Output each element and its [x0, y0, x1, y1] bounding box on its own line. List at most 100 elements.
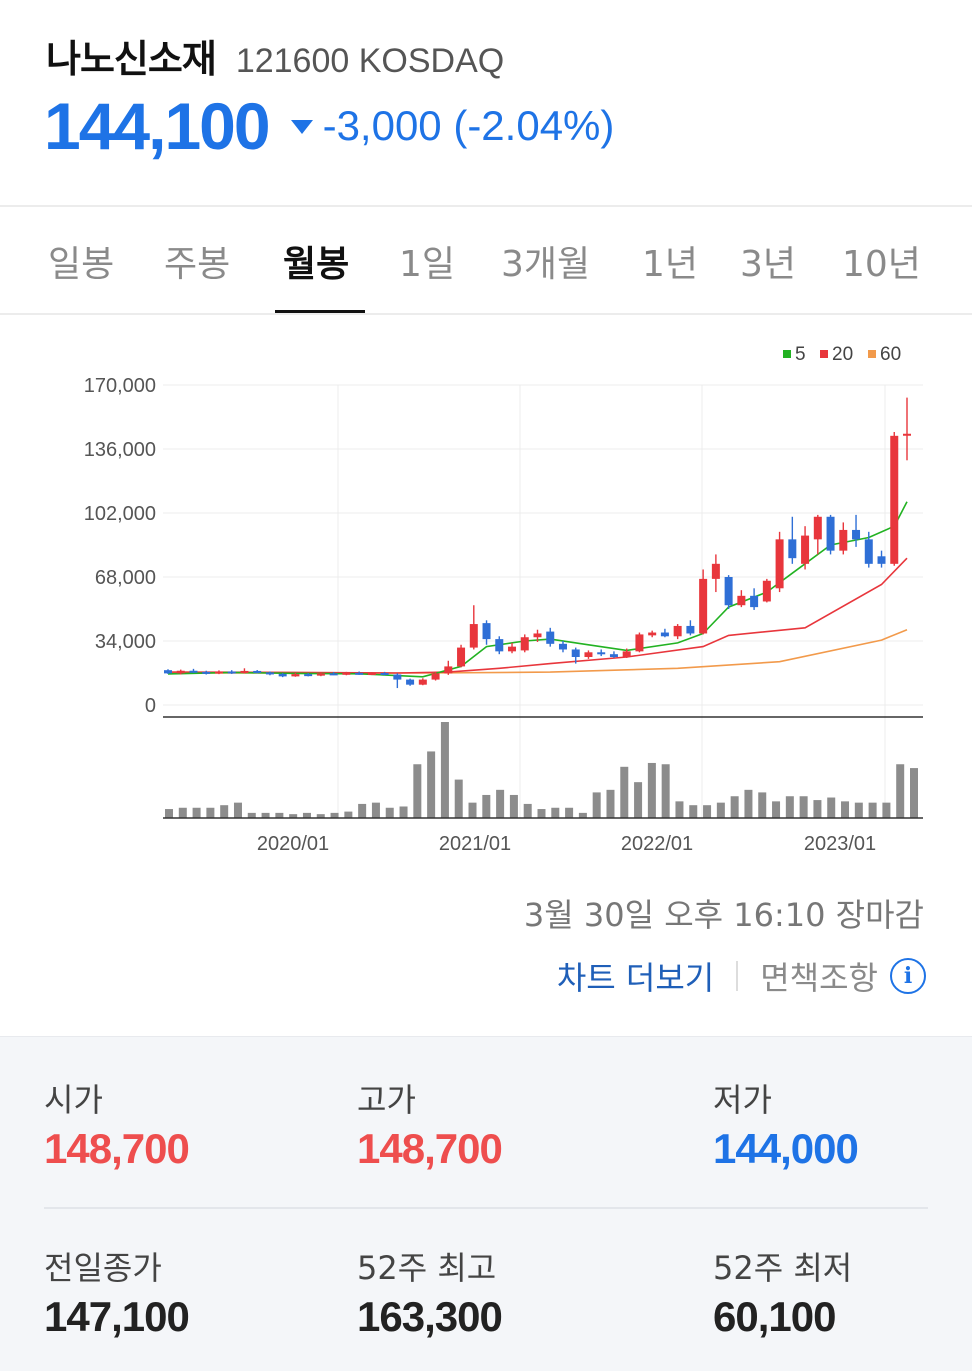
volume-bar — [675, 801, 684, 818]
volume-bar — [220, 805, 229, 818]
volume-bar — [910, 768, 918, 818]
market-close-status: 3월 30일 오후 16:10 장마감 — [523, 896, 924, 934]
volume-bar — [496, 789, 505, 818]
stats-divider — [44, 1207, 928, 1209]
stat-value: 148,700 — [357, 1125, 503, 1172]
volume-bar — [468, 802, 477, 818]
candle-body — [316, 673, 325, 676]
volume-bar — [578, 812, 587, 818]
candle-body — [597, 652, 606, 655]
stat-52w-high: 52주 최고 163,300 — [357, 1243, 503, 1341]
volume-bar — [868, 802, 877, 818]
volume-bar — [358, 803, 367, 818]
candle-body — [724, 577, 733, 606]
candle-body — [444, 666, 453, 674]
candle-body — [546, 631, 555, 644]
tab-10years[interactable]: 10년 — [842, 244, 921, 285]
tab-1day[interactable]: 1일 — [399, 244, 456, 285]
stat-value: 60,100 — [713, 1293, 836, 1340]
stat-value: 144,000 — [713, 1125, 859, 1172]
disclaimer-link[interactable]: 면책조항 — [760, 959, 878, 997]
tab-3months[interactable]: 3개월 — [501, 244, 591, 285]
candle-body — [660, 632, 669, 637]
info-icon[interactable]: i — [890, 958, 926, 994]
volume-bar — [813, 800, 822, 818]
volume-bar — [841, 801, 850, 818]
chart-period-tabs: 일봉 주봉 월봉 1일 3개월 1년 3년 10년 — [0, 207, 972, 314]
candle-body — [202, 671, 211, 674]
volume-bar — [785, 796, 794, 818]
candle-body — [304, 674, 313, 677]
stock-header: 나노신소재 121600 KOSDAQ 144,100 -3,000 (-2.0… — [0, 0, 972, 206]
volume-bar — [302, 812, 311, 818]
candle-body — [750, 595, 759, 608]
candle-body — [775, 539, 784, 589]
candle-body — [380, 673, 389, 675]
volume-bar — [661, 764, 670, 818]
candle-body — [609, 654, 618, 657]
volume-bar — [399, 806, 408, 818]
candle-body — [457, 647, 466, 667]
stat-prev-close: 전일종가 147,100 — [44, 1243, 190, 1341]
volume-bar — [689, 805, 698, 818]
tab-weekly[interactable]: 주봉 — [164, 244, 231, 285]
current-price: 144,100 — [44, 89, 271, 163]
candle-body — [890, 435, 899, 564]
volume-bar — [606, 789, 615, 818]
tab-3years[interactable]: 3년 — [740, 244, 797, 285]
stat-label: 52주 최고 — [357, 1249, 497, 1287]
x-tick-label: 2022/01 — [621, 833, 693, 855]
monthly-candle-chart[interactable]: 170,000 136,000 102,000 68,000 34,000 0 2020/0… — [0, 330, 972, 870]
stock-name: 나노신소재 — [46, 37, 217, 81]
more-chart-link[interactable]: 차트 더보기 — [556, 959, 715, 997]
candle-body — [788, 539, 797, 559]
legend-swatch — [868, 350, 876, 358]
divider — [0, 313, 972, 315]
candle-body — [622, 651, 631, 657]
y-tick-label: 0 — [145, 695, 156, 717]
legend-label: 60 — [880, 344, 901, 365]
y-tick-label: 34,000 — [95, 631, 156, 653]
volume-bar — [482, 794, 491, 818]
volume-bar — [206, 807, 215, 818]
volume-bar — [330, 812, 339, 818]
candle-body — [189, 670, 198, 673]
volume-bar — [289, 814, 298, 818]
candle-body — [342, 672, 351, 675]
stock-title-row: 나노신소재 121600 KOSDAQ — [46, 28, 504, 83]
volume-bar — [716, 802, 725, 818]
legend-label: 5 — [795, 344, 806, 365]
candle-body — [558, 643, 567, 650]
candle-body — [329, 673, 338, 676]
candle-body — [495, 639, 504, 652]
volume-bar — [854, 802, 863, 818]
y-tick-label: 136,000 — [84, 439, 156, 461]
volume-bar — [882, 802, 891, 818]
candle-body — [291, 674, 300, 677]
candle-body — [214, 671, 223, 674]
volume-bar — [551, 807, 560, 818]
price-change: -3,000 (-2.04%) — [322, 102, 615, 149]
candle-body — [355, 672, 364, 675]
legend-swatch — [783, 350, 791, 358]
candle-body — [520, 637, 529, 651]
volume-bar — [565, 807, 574, 818]
stat-value: 163,300 — [357, 1293, 503, 1340]
legend-swatch — [820, 350, 828, 358]
candle-body — [826, 516, 835, 551]
price-stats-panel: 시가 148,700 고가 148,700 저가 144,000 전일종가 14… — [0, 1036, 972, 1371]
candle-body — [648, 632, 657, 636]
volume-bar — [385, 807, 394, 818]
candle-body — [164, 670, 172, 674]
tab-1year[interactable]: 1년 — [642, 244, 699, 285]
candle-body — [367, 673, 376, 675]
tab-monthly[interactable]: 월봉 — [283, 244, 350, 285]
candle-body — [533, 633, 542, 638]
volume-bar — [261, 812, 270, 818]
candle-body — [482, 623, 491, 640]
triangle-down-icon — [290, 120, 313, 134]
volume-bar — [192, 807, 201, 818]
tab-daily[interactable]: 일봉 — [48, 244, 115, 285]
stock-code-market: 121600 KOSDAQ — [235, 42, 505, 80]
stat-value: 147,100 — [44, 1293, 190, 1340]
